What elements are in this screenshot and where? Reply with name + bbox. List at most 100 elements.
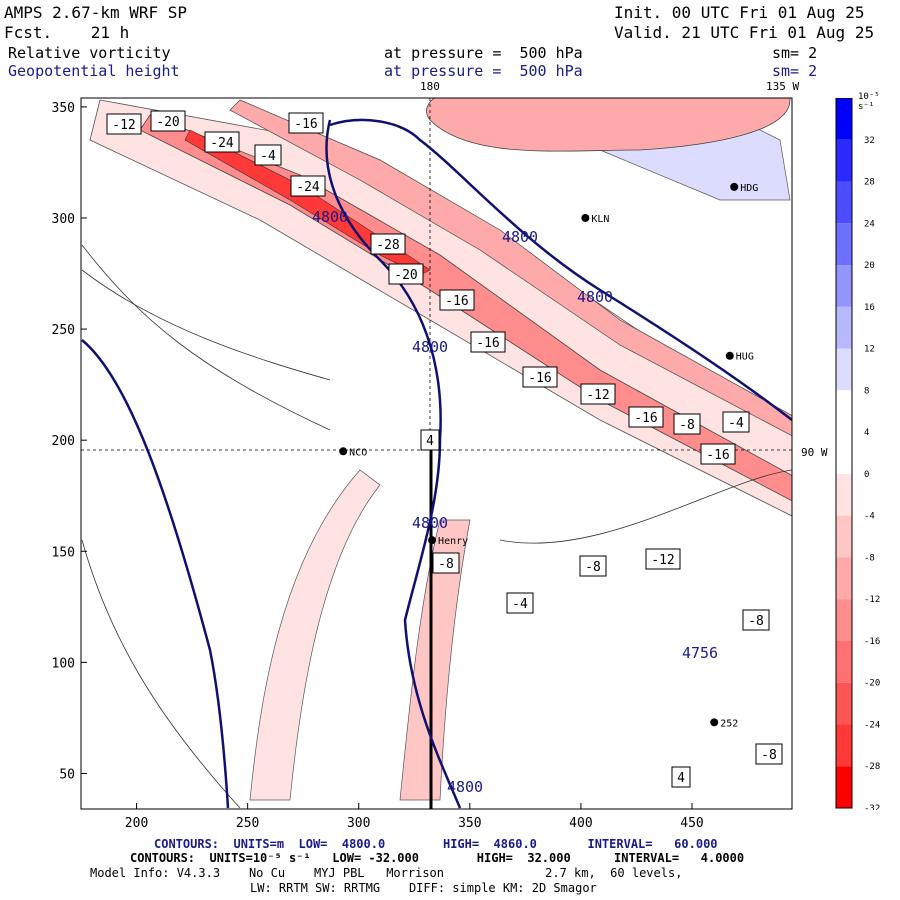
x-tick-label: 250 xyxy=(236,816,259,831)
colorbar-unit: 10⁻⁵ s⁻¹ xyxy=(858,92,880,112)
colorbar-label: 28 xyxy=(864,178,875,188)
svg-text:-16: -16 xyxy=(476,336,499,351)
station-label: KLN xyxy=(591,214,609,225)
svg-text:-8: -8 xyxy=(679,418,695,433)
svg-text:-12: -12 xyxy=(651,553,674,568)
x-tick-label: 300 xyxy=(347,816,370,831)
colorbar-label: -24 xyxy=(864,720,880,730)
vorticity-label: -8 xyxy=(755,743,783,765)
vorticity-label: -16 xyxy=(470,331,506,353)
vorticity-label: 4 xyxy=(671,766,691,788)
field1-name: Relative vorticity xyxy=(8,44,171,62)
init-time: Init. 00 UTC Fri 01 Aug 25 xyxy=(614,3,865,22)
station-marker xyxy=(725,351,734,360)
colorbar-swatch xyxy=(836,766,852,808)
forecast-hour: Fcst. 21 h xyxy=(4,23,130,42)
footer-model-info: Model Info: V4.3.3 No Cu MYJ PBL Morriso… xyxy=(90,866,683,880)
top-right-lon-label: 135 W xyxy=(766,80,800,93)
colorbar-label: 4 xyxy=(864,428,869,438)
colorbar-label: 20 xyxy=(864,261,875,271)
x-tick-label: 200 xyxy=(125,816,148,831)
height-contour xyxy=(329,118,792,421)
thin-contour xyxy=(81,269,331,381)
vorticity-label: -24 xyxy=(290,175,326,197)
svg-text:-8: -8 xyxy=(438,557,454,572)
x-tick-label: 450 xyxy=(680,816,703,831)
station-label: Henry xyxy=(438,536,468,547)
vorticity-blob-south xyxy=(426,98,791,152)
colorbar-swatch xyxy=(836,432,852,474)
thin-contour xyxy=(81,244,331,431)
station-marker xyxy=(339,447,348,456)
y-tick-label: 250 xyxy=(52,323,75,338)
top-lon-label: 180 xyxy=(420,80,440,93)
vorticity-label: -12 xyxy=(580,383,616,405)
colorbar-swatch xyxy=(836,265,852,307)
station-marker xyxy=(710,718,719,727)
height-contour-label: 4800 xyxy=(412,514,448,532)
vorticity-label: -12 xyxy=(645,548,681,570)
y-tick-label: 100 xyxy=(52,656,75,671)
vorticity-label: -4 xyxy=(722,411,750,433)
svg-text:-20: -20 xyxy=(156,115,179,130)
svg-text:4: 4 xyxy=(677,771,685,786)
field1-smooth: sm= 2 xyxy=(772,44,818,62)
y-tick-label: 300 xyxy=(52,212,75,227)
svg-text:-4: -4 xyxy=(512,597,528,612)
vorticity-strip-2 xyxy=(399,519,471,801)
colorbar-label: -8 xyxy=(864,553,875,563)
vorticity-label: -16 xyxy=(288,112,324,134)
vorticity-label: -16 xyxy=(700,443,736,465)
height-contour-label: 4756 xyxy=(682,644,718,662)
colorbar-label: -32 xyxy=(864,804,880,810)
vorticity-label: -16 xyxy=(522,366,558,388)
height-contour-label: 4800 xyxy=(412,338,448,356)
colorbar-swatch xyxy=(836,223,852,266)
svg-text:-16: -16 xyxy=(528,371,551,386)
colorbar-swatch xyxy=(836,139,852,182)
station-marker xyxy=(730,182,739,191)
svg-text:-8: -8 xyxy=(748,614,764,629)
footer-physics: LW: RRTM SW: RRTMG DIFF: simple KM: 2D S… xyxy=(250,881,597,895)
colorbar-swatch xyxy=(836,473,852,516)
field2-name: Geopotential height xyxy=(8,62,180,80)
colorbar-label: -16 xyxy=(864,637,880,647)
vorticity-label: -16 xyxy=(628,406,664,428)
colorbar-swatch xyxy=(836,557,852,600)
svg-text:-16: -16 xyxy=(294,117,317,132)
station-label: HUG xyxy=(736,352,754,363)
footer-vorticity-contours: CONTOURS: UNITS=10⁻⁵ s⁻¹ LOW= -32.000 HI… xyxy=(130,851,745,865)
colorbar-swatch xyxy=(836,682,852,725)
colorbar-swatch xyxy=(836,724,852,767)
colorbar-swatch xyxy=(836,390,852,433)
station-marker xyxy=(581,213,590,222)
y-tick-label: 200 xyxy=(52,434,75,449)
vorticity-label: -20 xyxy=(150,110,186,132)
colorbar-swatch xyxy=(836,515,852,558)
height-contour-label: 4800 xyxy=(447,778,483,796)
svg-text:-24: -24 xyxy=(296,180,320,195)
right-lat-label: 90 W xyxy=(801,446,828,459)
colorbar-swatch xyxy=(836,181,852,224)
footer-height-contours: CONTOURS: UNITS=m LOW= 4800.0 HIGH= 4860… xyxy=(154,837,718,851)
vorticity-label: -4 xyxy=(254,144,282,166)
vorticity-label: 4 xyxy=(420,429,440,451)
colorbar-label: 24 xyxy=(864,219,875,229)
station-label: 252 xyxy=(720,718,738,729)
vorticity-label: -8 xyxy=(742,609,770,631)
model-title: AMPS 2.67-km WRF SP xyxy=(4,3,188,22)
colorbar-swatch xyxy=(836,306,852,349)
colorbar-label: -12 xyxy=(864,595,880,605)
thin-contour xyxy=(81,539,241,809)
valid-time: Valid. 21 UTC Fri 01 Aug 25 xyxy=(614,23,875,42)
vorticity-label: -20 xyxy=(388,263,424,285)
station-marker xyxy=(428,536,437,545)
svg-text:-16: -16 xyxy=(445,294,468,309)
colorbar-label: 8 xyxy=(864,386,869,396)
x-tick-label: 350 xyxy=(458,816,481,831)
vorticity-strip-1 xyxy=(249,469,381,801)
svg-text:-12: -12 xyxy=(586,388,609,403)
colorbar-label: 16 xyxy=(864,303,875,313)
y-tick-label: 150 xyxy=(52,545,75,560)
svg-text:-4: -4 xyxy=(260,149,276,164)
